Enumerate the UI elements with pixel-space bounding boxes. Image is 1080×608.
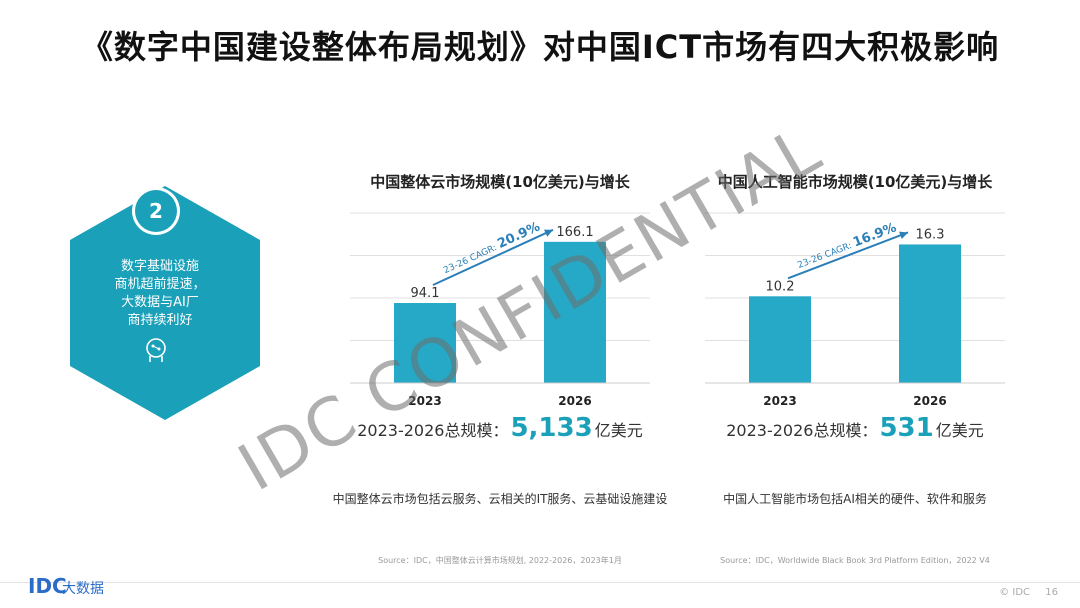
hexagon-line: 商持续利好 [127, 313, 193, 328]
chart-source: Source：IDC，Worldwide Black Book 3rd Plat… [720, 556, 990, 565]
brain-icon [142, 336, 170, 368]
footer-divider [0, 582, 1080, 583]
chart-plot: 10.2 2023 16.3 2026 23-26 CAGR: 16.9% [705, 212, 1005, 408]
step-badge: 2 [135, 190, 177, 232]
logo-subtext: 大数据 [62, 581, 104, 597]
page-number: 16 [1045, 587, 1058, 598]
bar [749, 296, 811, 383]
x-tick-label: 2023 [763, 394, 796, 408]
bar-value-label: 94.1 [411, 286, 440, 301]
idc-logo: IDC [28, 574, 67, 598]
total-size: 2023-2026总规模：531 亿美元 [685, 413, 1025, 443]
cagr-arrow-head [544, 229, 553, 237]
chart-note: 中国人工智能市场包括AI相关的硬件、软件和服务 [723, 492, 987, 506]
total-label: 2023-2026总规模： [357, 421, 509, 440]
chart-note: 中国整体云市场包括云服务、云相关的IT服务、云基础设施建设 [332, 492, 668, 506]
cagr-arrow [787, 231, 909, 280]
bar-value-label: 166.1 [556, 225, 593, 240]
chart-title: 中国整体云市场规模(10亿美元)与增长 [370, 173, 630, 191]
x-tick-label: 2026 [913, 394, 946, 408]
x-tick-label: 2023 [408, 394, 441, 408]
total-value: 531 [879, 413, 934, 443]
total-value: 5,133 [510, 413, 593, 443]
chart-title: 中国人工智能市场规模(10亿美元)与增长 [717, 173, 993, 191]
hexagon-line: 数字基础设施 [120, 259, 199, 274]
x-tick-label: 2026 [558, 394, 591, 408]
chart-source: Source：IDC，中国整体云计算市场规划, 2022-2026，2023年1… [378, 556, 622, 565]
hexagon-panel [60, 178, 270, 428]
hexagon-line: 大数据与AI厂 [121, 295, 199, 310]
hexagon-text: 数字基础设施 商机超前提速， 大数据与AI厂 商持续利好 [100, 258, 220, 330]
ai-market-chart: 中国人工智能市场规模(10亿美元)与增长 10.2 2023 16.3 2026 23-… [685, 165, 1025, 585]
page-title: 《数字中国建设整体布局规划》对中国ICT市场有四大积极影响 [80, 28, 1000, 66]
bar [394, 303, 456, 383]
cagr-label: 23-26 CAGR: 16.9% [795, 220, 899, 272]
total-unit: 亿美元 [935, 421, 984, 440]
total-label: 2023-2026总规模： [726, 421, 878, 440]
cagr-arrow [432, 228, 554, 286]
total-unit: 亿美元 [594, 421, 643, 440]
bar [544, 241, 606, 383]
cloud-market-chart: 中国整体云市场规模(10亿美元)与增长 94.1 2023 166.1 2026 23-… [330, 165, 670, 585]
bar [899, 244, 961, 383]
bar-value-label: 10.2 [766, 279, 795, 294]
total-size: 2023-2026总规模：5,133 亿美元 [330, 413, 670, 443]
hexagon-shape [70, 186, 260, 420]
bar-value-label: 16.3 [916, 227, 945, 242]
cagr-arrow-head [899, 231, 908, 239]
copyright: © IDC [999, 587, 1030, 598]
hexagon-line: 商机超前提速， [114, 277, 206, 292]
